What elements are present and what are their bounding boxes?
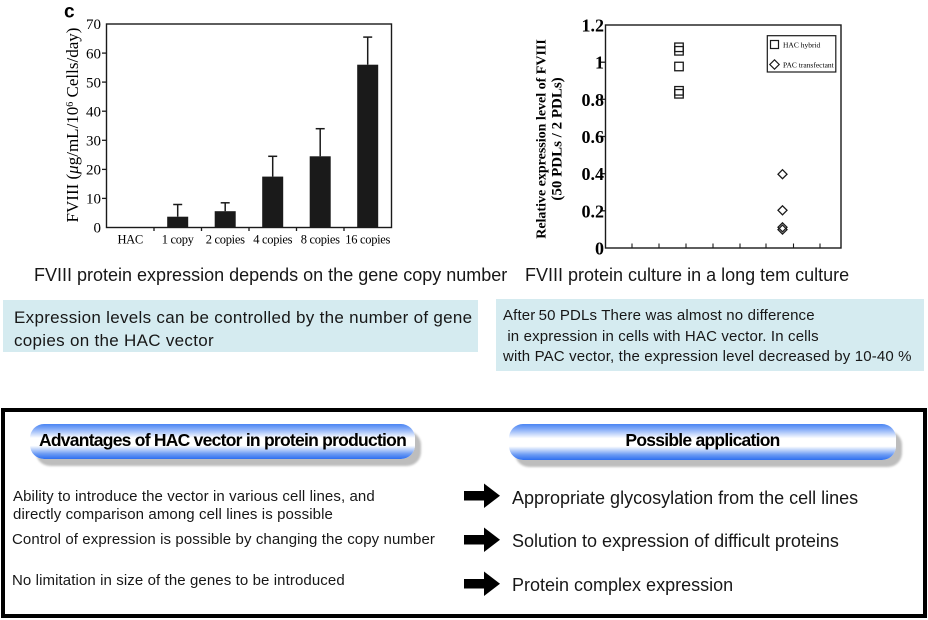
- svg-text:40: 40: [86, 104, 101, 120]
- svg-text:50: 50: [86, 75, 101, 91]
- svg-text:60: 60: [86, 46, 101, 62]
- svg-text:70: 70: [86, 17, 101, 33]
- svg-text:10: 10: [86, 192, 101, 208]
- svg-text:HAC hybrid: HAC hybrid: [783, 41, 821, 50]
- svg-text:FVIII (μg/mL/106 Cells/day): FVIII (μg/mL/106 Cells/day): [63, 28, 82, 223]
- svg-text:1.2: 1.2: [582, 16, 605, 36]
- svg-text:30: 30: [86, 134, 101, 150]
- svg-text:4 copies: 4 copies: [253, 233, 292, 247]
- svg-text:PAC transfectant: PAC transfectant: [783, 61, 835, 70]
- svg-text:0: 0: [94, 221, 102, 237]
- svg-text:0.8: 0.8: [582, 90, 605, 110]
- svg-text:c: c: [64, 2, 75, 23]
- svg-text:HAC: HAC: [117, 233, 143, 247]
- svg-text:16 copies: 16 copies: [345, 233, 390, 247]
- svg-text:2 copies: 2 copies: [206, 233, 245, 247]
- svg-text:Relative expression level of F: Relative expression level of FVIII: [535, 39, 550, 239]
- svg-text:0: 0: [595, 239, 604, 259]
- svg-text:1 copy: 1 copy: [162, 233, 195, 247]
- svg-text:1: 1: [595, 53, 604, 73]
- svg-text:(50 PDLs / 2 PDLs): (50 PDLs / 2 PDLs): [550, 77, 566, 200]
- svg-text:8 copies: 8 copies: [301, 233, 340, 247]
- svg-text:0.6: 0.6: [582, 127, 605, 147]
- svg-text:20: 20: [86, 163, 101, 179]
- svg-text:0.2: 0.2: [582, 201, 605, 221]
- svg-text:0.4: 0.4: [582, 164, 605, 184]
